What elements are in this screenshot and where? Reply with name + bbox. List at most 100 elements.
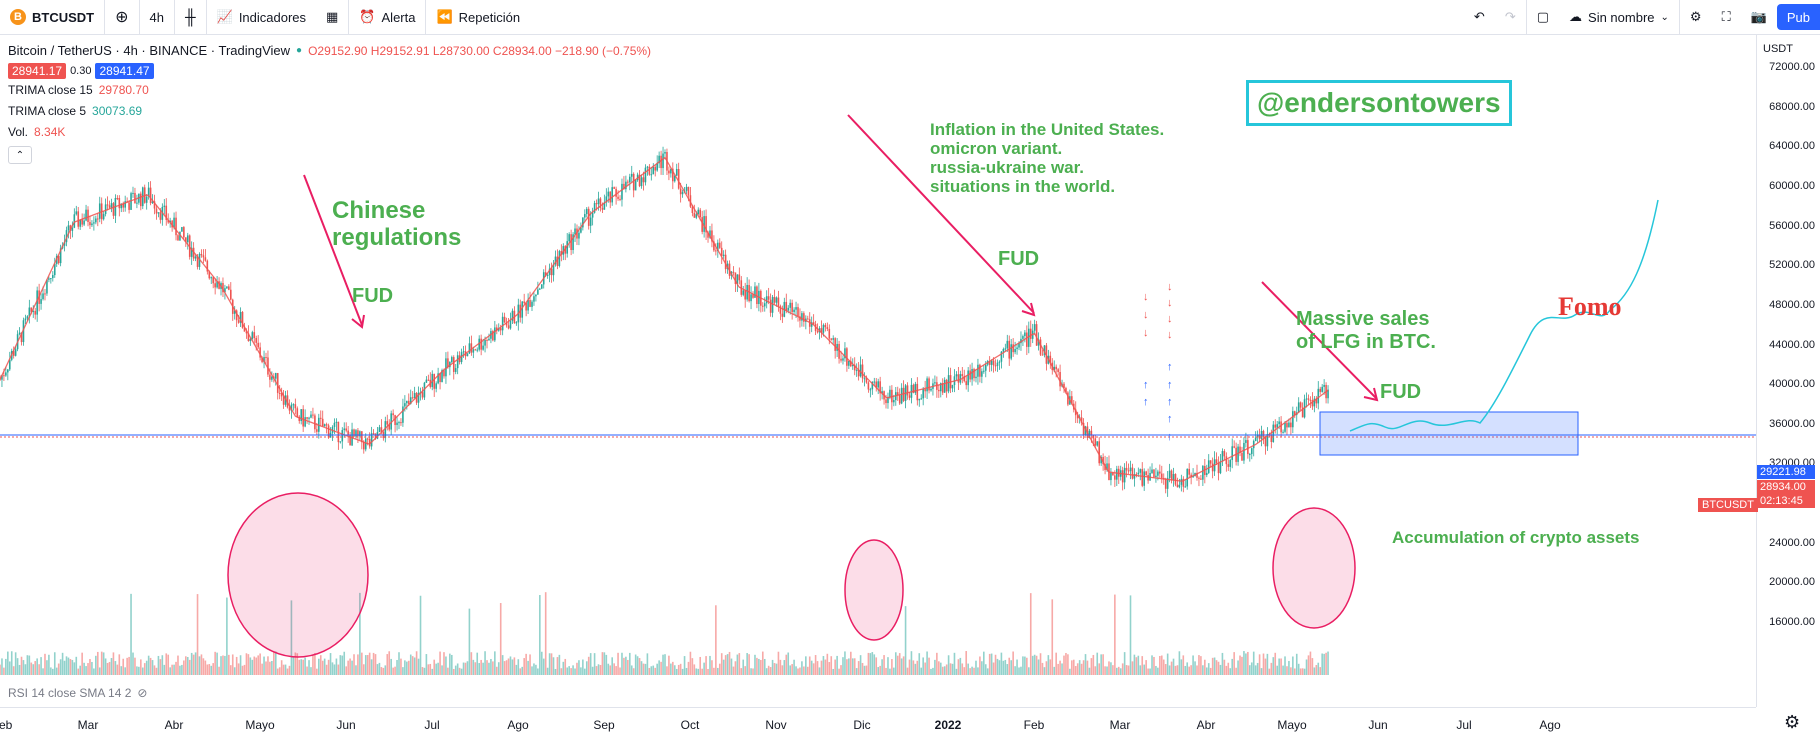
fud-label-1: FUD [352, 285, 394, 307]
candle-body [1198, 477, 1200, 479]
replay-button[interactable]: ⏪ Repetición [426, 0, 530, 34]
candle-body [828, 328, 831, 339]
trima5-label: TRIMA close 5 [8, 103, 87, 118]
candle-body [713, 241, 715, 251]
rsi-pane-label[interactable]: RSI 14 close SMA 14 2 ⊘ [8, 686, 147, 700]
candle-body [670, 168, 672, 174]
redo-button[interactable]: ↷ [1495, 0, 1527, 34]
candle-body [621, 183, 623, 200]
volume-bar [1110, 662, 1112, 675]
volume-bar [912, 660, 915, 675]
candle-body [685, 186, 688, 191]
volume-bar [218, 666, 220, 675]
candle-body [761, 305, 764, 307]
volume-bar [1327, 651, 1329, 675]
volume-row[interactable]: Vol. 8.34K [8, 121, 651, 142]
chinese-regulations-label: Chinese regulations [332, 197, 461, 251]
layout-button[interactable]: ☁ Sin nombre ⌄ [1559, 0, 1680, 34]
snapshot-button[interactable]: 📷 [1741, 0, 1777, 34]
candle-body [282, 396, 285, 405]
candle-body [658, 155, 660, 164]
volume-bar [1301, 668, 1304, 675]
time-tick: Jun [336, 718, 356, 732]
volume-bar [492, 661, 494, 675]
undo-button[interactable]: ↶ [1464, 0, 1495, 34]
candle-body [1250, 448, 1253, 455]
templates-button[interactable]: ▦ [316, 0, 350, 34]
volume-bar [775, 663, 778, 675]
candle-body [486, 339, 488, 341]
alert-label: Alerta [381, 9, 416, 25]
volume-bar [568, 666, 570, 675]
ask-price[interactable]: 28941.47 [95, 63, 154, 79]
time-axis[interactable]: Feb Mar Abr Mayo Jun Jul Ago Sep Oct Nov Dic 2022 Fe… [0, 707, 1756, 743]
candle-body [1076, 415, 1079, 419]
volume-bar [98, 667, 101, 675]
volume-bar [132, 652, 134, 675]
volume-bar [417, 658, 420, 675]
volume-bar [938, 661, 940, 675]
volume-bar [844, 651, 846, 675]
volume-bar [1311, 658, 1314, 675]
candle-body [867, 382, 870, 390]
price-tick: 20000.00 [1769, 576, 1815, 589]
volume-bar [824, 659, 827, 675]
volume-bar [1286, 666, 1288, 675]
volume-bar [1280, 658, 1282, 675]
candle-body [407, 400, 410, 404]
candle-body [357, 430, 359, 437]
candle-body [973, 368, 975, 379]
volume-bar [871, 652, 874, 675]
candle-body [413, 392, 416, 399]
candle-body [108, 205, 111, 208]
candle-body [1286, 422, 1288, 428]
chart-type-button[interactable]: ╫ [175, 0, 207, 34]
volume-bar [742, 659, 745, 675]
currency-label[interactable]: USDT [1763, 43, 1793, 55]
volume-bar [1325, 652, 1327, 675]
symbol-button[interactable]: B BTCUSDT [0, 0, 106, 34]
candle-body [451, 357, 453, 363]
candle-body [691, 206, 694, 213]
candle-body [509, 320, 512, 329]
bid-price[interactable]: 28941.17 [8, 63, 67, 79]
volume-bar [638, 658, 641, 675]
candle-body [267, 357, 269, 375]
candle-body [278, 392, 281, 394]
volume-bar [61, 652, 64, 675]
market-open-icon: ● [296, 45, 303, 56]
chevron-down-icon: ⌄ [1660, 11, 1669, 23]
compare-button[interactable]: ⊕ [105, 0, 140, 34]
indicators-button[interactable]: 📈 Indicadores [207, 0, 316, 34]
volume-bar [89, 659, 91, 675]
alert-button[interactable]: ⏰ Alerta [349, 0, 427, 34]
price-chart[interactable]: ↓ ↓ ↓ ↓ ↓ ↓ ↓ ↑ ↑ ↑ ↑ ↑ ↑ ↑ [0, 35, 1756, 707]
fullscreen-toggle[interactable]: ▢ [1527, 0, 1559, 34]
collapse-legend-button[interactable]: ⌃ [8, 146, 32, 164]
volume-bar [936, 652, 938, 675]
candle-body [988, 361, 991, 365]
candle-body [556, 256, 559, 266]
settings-button[interactable]: ⚙ [1680, 0, 1712, 34]
volume-bar [681, 668, 684, 675]
interval-button[interactable]: 4h [140, 0, 175, 34]
trima15-row[interactable]: TRIMA close 15 29780.70 [8, 79, 651, 100]
expand-button[interactable]: ⛶ [1712, 0, 1741, 34]
candle-body [229, 289, 232, 300]
price-axis[interactable]: USDT 72000.00 68000.00 64000.00 60000.00 560… [1756, 35, 1820, 707]
candle-body [22, 320, 25, 343]
volume-bar [1137, 655, 1140, 675]
volume-bar [290, 600, 293, 675]
candle-body [996, 362, 999, 366]
candle-body [1143, 471, 1145, 486]
trima5-row[interactable]: TRIMA close 5 30073.69 [8, 100, 651, 121]
eye-hidden-icon[interactable]: ⊘ [137, 686, 148, 700]
candle-body [462, 351, 465, 353]
volume-bar [384, 665, 387, 675]
candle-body [1043, 345, 1046, 355]
axis-settings-gear-icon[interactable]: ⚙ [1784, 712, 1801, 732]
volume-bar [155, 667, 158, 675]
publish-button[interactable]: Pub [1776, 4, 1820, 30]
volume-bar [392, 667, 394, 675]
volume-bar [902, 656, 905, 675]
